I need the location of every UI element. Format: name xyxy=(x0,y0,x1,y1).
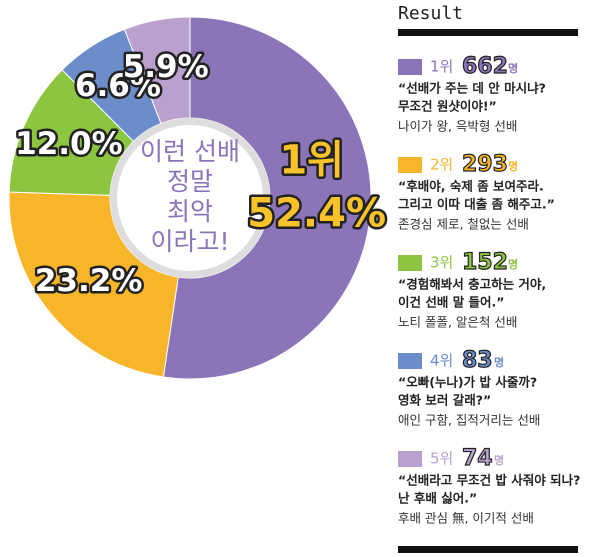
legend-unit: 명 xyxy=(508,61,518,75)
legend-unit: 명 xyxy=(494,453,504,467)
legend-swatch xyxy=(398,59,422,75)
legend-quote: 그리고 이따 대출 좀 해주고.” xyxy=(398,197,555,212)
legend-description: 존경심 제로, 철없는 선배 xyxy=(398,217,529,232)
legend-count: 83 xyxy=(462,348,493,373)
legend-rank: 2위 xyxy=(430,156,453,174)
slice-label: 23.2% xyxy=(35,263,143,299)
divider xyxy=(398,29,578,36)
legend-swatch xyxy=(398,451,422,467)
legend-quote: “선배가 주는 데 안 마시냐? xyxy=(398,81,546,96)
slice-label: 12.0% xyxy=(15,126,123,162)
legend-quote: 무조건 원샷이야!” xyxy=(398,99,497,114)
legend-quote: “선배라고 무조건 밥 사줘야 되나? xyxy=(398,473,580,488)
legend-unit: 명 xyxy=(508,159,518,173)
legend-quote: “후배야, 숙제 좀 보여주라. xyxy=(398,179,544,194)
legend-quote: 영화 보러 갈래?” xyxy=(398,393,491,408)
legend-unit: 명 xyxy=(494,355,504,369)
legend-description: 나이가 왕, 윽박형 선배 xyxy=(398,119,517,134)
legend-quote: 이건 선배 말 들어.” xyxy=(398,295,505,310)
center-text: 최악 xyxy=(167,197,213,226)
legend-description: 후배 관심 無, 이기적 선배 xyxy=(398,511,534,526)
slice-label: 5.9% xyxy=(123,49,209,85)
donut-slice xyxy=(162,16,372,380)
legend-rank: 4위 xyxy=(430,352,453,370)
legend-count: 293 xyxy=(462,152,508,177)
legend-rank: 1위 xyxy=(430,58,453,76)
center-text: 이런 선배 xyxy=(140,137,240,166)
slice-rank: 1위 xyxy=(279,138,344,184)
legend-rank: 5위 xyxy=(430,450,453,468)
legend-quote: “경험해봐서 충고하는 거야, xyxy=(398,277,546,292)
inner-circle xyxy=(117,125,263,271)
legend-unit: 명 xyxy=(508,257,518,271)
legend-quote: “오빠(누나)가 밥 사줄까? xyxy=(398,375,537,390)
legend-count: 152 xyxy=(462,250,508,275)
legend-description: 애인 구함, 집적거리는 선배 xyxy=(398,413,540,428)
divider xyxy=(398,546,578,553)
legend-swatch xyxy=(398,353,422,369)
center-text: 정말 xyxy=(167,167,213,196)
center-text: 이라고! xyxy=(150,227,229,256)
legend-swatch xyxy=(398,157,422,173)
legend-count: 662 xyxy=(462,54,508,79)
legend-rank: 3위 xyxy=(430,254,453,272)
legend-swatch xyxy=(398,255,422,271)
legend-count: 74 xyxy=(462,446,493,471)
slice-label: 52.4% xyxy=(247,191,386,237)
chart-title: Result xyxy=(398,3,463,24)
slice-label: 6.6% xyxy=(75,68,161,104)
legend-quote: 난 후배 싫어.” xyxy=(398,491,477,506)
legend-description: 노티 폴폴, 알은척 선배 xyxy=(398,315,517,330)
